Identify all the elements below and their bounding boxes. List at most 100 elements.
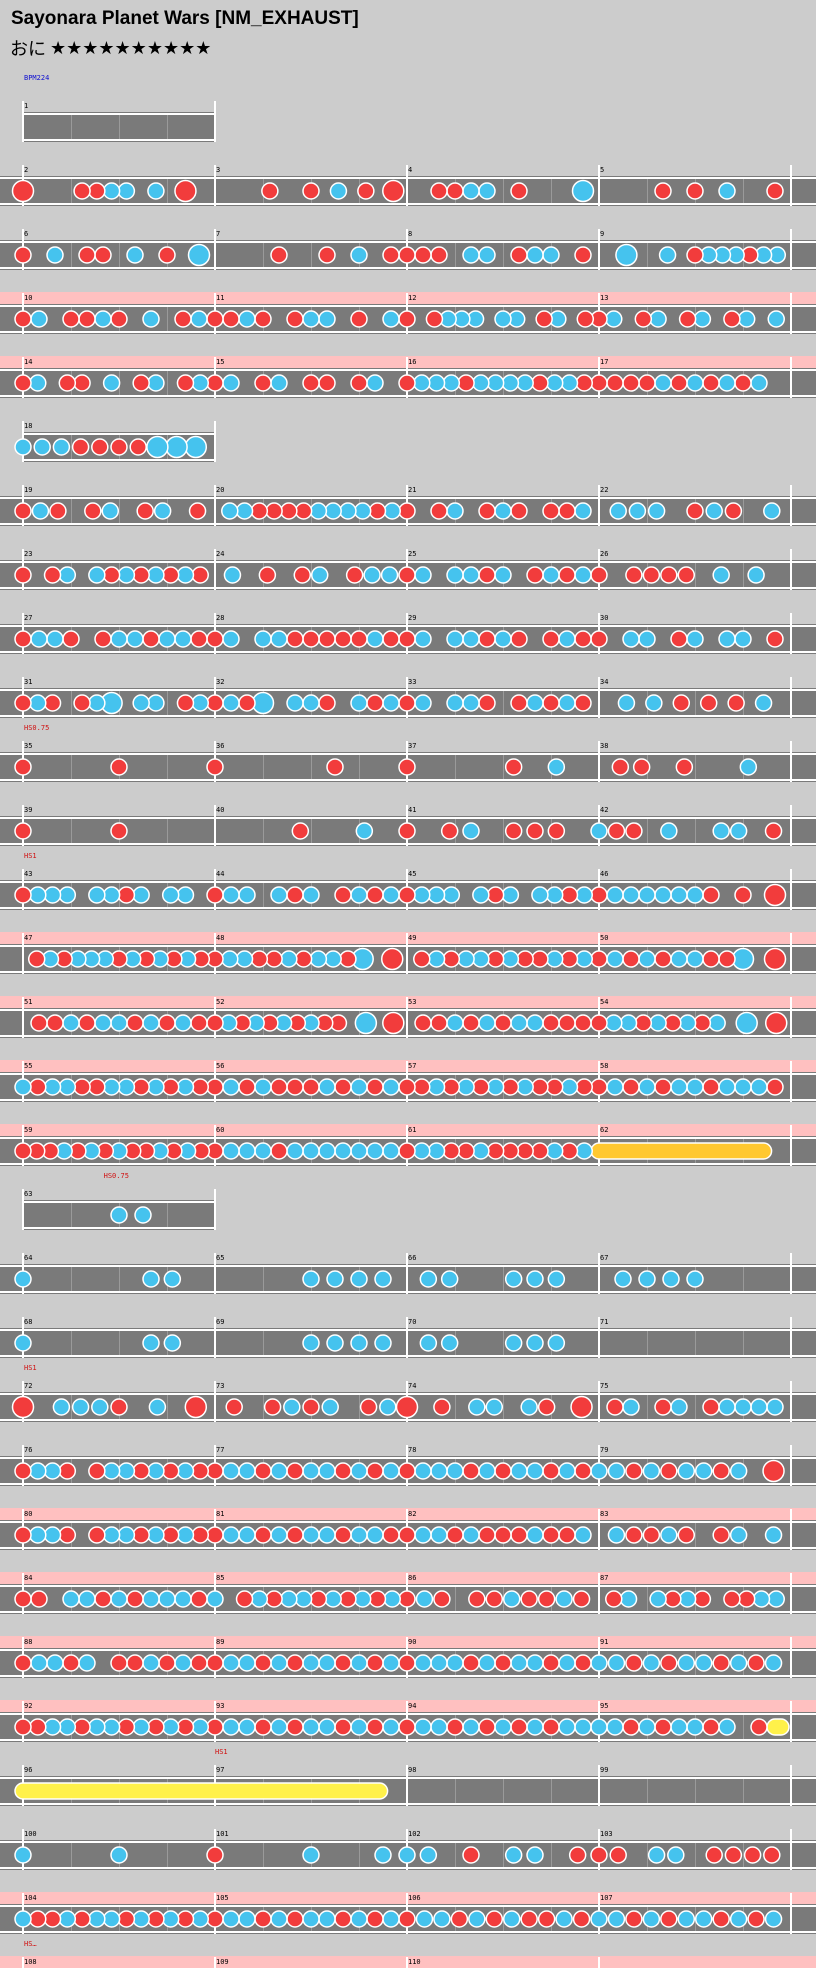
ka-note [280, 950, 298, 968]
measure-number: 70 [408, 1318, 416, 1326]
ka-note [526, 1526, 544, 1544]
don-note [734, 886, 752, 904]
ka-note [33, 438, 51, 456]
don-note [14, 246, 32, 264]
ka-note [520, 1398, 538, 1416]
measure-number: 34 [600, 678, 608, 686]
ka-note [318, 1654, 336, 1672]
don-note [678, 310, 697, 328]
measure-number: 28 [216, 614, 224, 622]
beat-line [503, 1267, 504, 1291]
don-note [542, 1718, 560, 1736]
ka-note [350, 1526, 368, 1544]
bar-line [598, 1253, 600, 1294]
don-note [188, 502, 207, 520]
don-note [14, 374, 32, 392]
ka-note [318, 310, 336, 328]
don-note [590, 374, 608, 392]
ka-note [502, 1590, 521, 1608]
measure-number: 108 [24, 1958, 37, 1966]
don-note [531, 1142, 549, 1160]
ka-note [339, 502, 357, 520]
don-note [702, 374, 720, 392]
ka-note [174, 1654, 192, 1672]
don-note [654, 1398, 672, 1416]
measure-number: 39 [24, 806, 32, 814]
don-note [607, 822, 626, 840]
lane-bottom-border [23, 139, 215, 141]
ka-note [767, 310, 785, 328]
don-note [334, 1526, 352, 1544]
don-note [302, 374, 320, 392]
don-note [670, 374, 688, 392]
don-note [117, 1910, 136, 1928]
measure-number: 31 [24, 678, 32, 686]
bar-line-end [790, 1125, 792, 1166]
measure-number: 37 [408, 742, 416, 750]
ka-note [427, 1142, 446, 1160]
don-note [702, 1718, 720, 1736]
ka-note [510, 1654, 528, 1672]
don-note [302, 630, 320, 648]
don-note [366, 886, 384, 904]
ka-note [382, 886, 400, 904]
don-note [286, 1910, 304, 1928]
don-note [206, 1078, 224, 1096]
ka-note [222, 886, 240, 904]
don-note [250, 502, 269, 520]
don-note [102, 566, 121, 584]
don-note [110, 1654, 128, 1672]
ka-note [607, 1654, 626, 1672]
ka-note [486, 374, 505, 392]
don-note [14, 502, 32, 520]
ka-note [660, 1526, 678, 1544]
don-note [486, 886, 505, 904]
ka-note [472, 374, 490, 392]
beat-line [359, 755, 360, 779]
ka-note [270, 374, 288, 392]
ka-note [161, 1910, 180, 1928]
ka-note [14, 1334, 32, 1352]
ka-note [478, 1014, 496, 1032]
don-note [723, 310, 741, 328]
ka-note [383, 1590, 401, 1608]
beat-line [743, 563, 744, 587]
measure-number: 10 [24, 294, 32, 302]
beat-line [743, 1843, 744, 1867]
measure-number: 26 [600, 550, 608, 558]
don-note [206, 886, 224, 904]
beat-line [503, 1779, 504, 1803]
ka-note [712, 822, 730, 840]
beat-line [263, 883, 264, 907]
ka-note [446, 566, 464, 584]
ka-note [238, 1718, 256, 1736]
ka-note [427, 886, 446, 904]
ka-note [430, 1718, 448, 1736]
measure-number: 17 [600, 358, 608, 366]
don-note [238, 694, 256, 712]
ka-note [191, 694, 209, 712]
ka-note [102, 1078, 121, 1096]
ka-note [326, 1270, 344, 1288]
ka-note [718, 374, 736, 392]
don-note [478, 502, 496, 520]
ka-note [184, 435, 208, 459]
measure-number: 104 [24, 1894, 37, 1902]
don-note [206, 694, 224, 712]
ka-note [729, 1526, 748, 1544]
measure-number: 94 [408, 1702, 416, 1710]
ka-note [294, 1590, 313, 1608]
ka-note [526, 1462, 544, 1480]
measure-number: 41 [408, 806, 416, 814]
measure-number: 43 [24, 870, 32, 878]
measure-number: 92 [24, 1702, 32, 1710]
ka-note [102, 886, 121, 904]
measure-number: 80 [24, 1510, 32, 1518]
measure-number: 78 [408, 1446, 416, 1454]
don-note [158, 1654, 176, 1672]
ka-note [545, 886, 564, 904]
bar-line-end [790, 1253, 792, 1294]
ka-note [58, 886, 77, 904]
don-note [430, 502, 448, 520]
don-note [366, 1910, 384, 1928]
